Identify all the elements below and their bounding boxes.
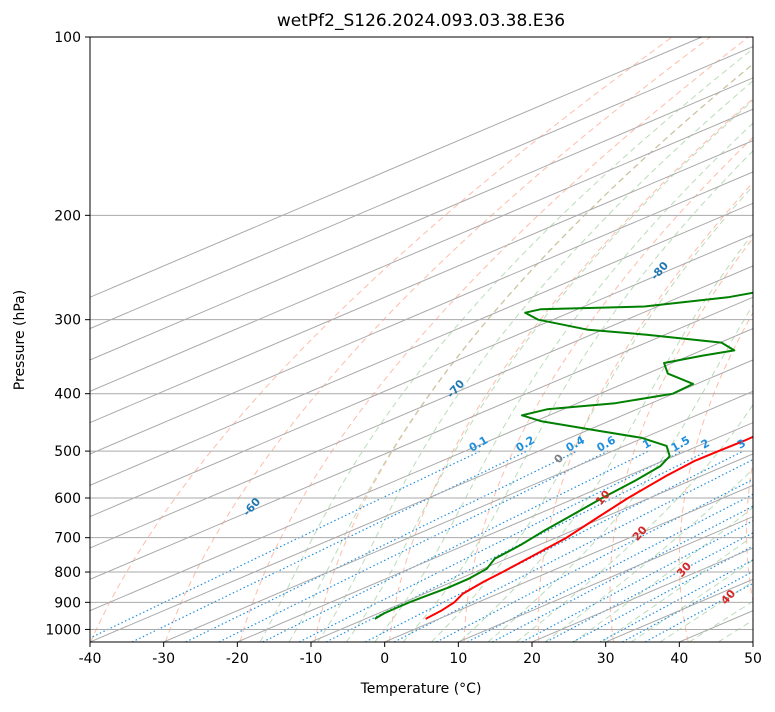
y-tick-label: 800: [54, 565, 81, 581]
x-tick-label: 0: [380, 651, 389, 667]
x-tick-label: -30: [152, 651, 175, 667]
y-tick-label: 400: [54, 387, 81, 403]
x-tick-label: -10: [300, 651, 323, 667]
y-tick-label: 200: [54, 208, 81, 224]
x-tick-label: 50: [744, 651, 762, 667]
y-tick-label: 900: [54, 595, 81, 611]
y-tick-label: 100: [54, 30, 81, 46]
x-tick-label: 10: [449, 651, 467, 667]
y-tick-label: 600: [54, 491, 81, 507]
y-tick-label: 1000: [45, 622, 81, 638]
x-tick-label: 30: [597, 651, 615, 667]
y-tick-label: 300: [54, 313, 81, 329]
y-tick-label: 700: [54, 531, 81, 547]
y-axis-title: Pressure (hPa): [12, 290, 28, 390]
x-tick-label: 20: [523, 651, 541, 667]
chart-title: wetPf2_S126.2024.093.03.38.E36: [277, 11, 565, 31]
x-tick-label: -40: [79, 651, 102, 667]
x-tick-label: -20: [226, 651, 249, 667]
x-axis-title: Temperature (°C): [360, 681, 482, 697]
y-tick-label: 500: [54, 444, 81, 460]
x-tick-label: 40: [670, 651, 688, 667]
